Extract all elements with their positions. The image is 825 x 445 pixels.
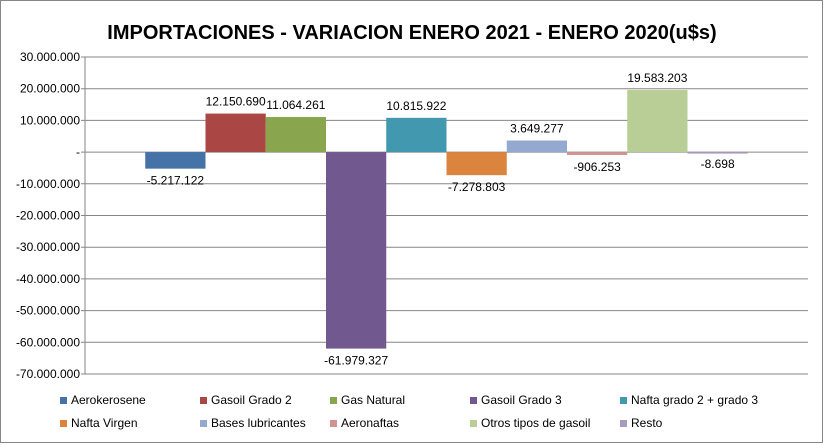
y-tick-label: 20.000.000 <box>20 82 80 96</box>
data-label: 3.649.277 <box>510 122 564 136</box>
legend-swatch <box>470 419 477 427</box>
bar-gasoil-grado-2 <box>205 113 266 153</box>
legend-item: Nafta Virgen <box>60 416 138 430</box>
legend-item: Otros tipos de gasoil <box>470 416 590 430</box>
bar-bases-lubricantes <box>506 140 567 153</box>
bar-nafta-virgen <box>446 152 507 176</box>
data-label: -8.698 <box>701 157 735 171</box>
chart-title: IMPORTACIONES - VARIACION ENERO 2021 - E… <box>107 22 716 44</box>
data-label: 19.583.203 <box>627 71 687 85</box>
legend-item: Aerokerosene <box>60 393 146 407</box>
data-label: 10.815.922 <box>386 99 446 113</box>
data-label: -61.979.327 <box>324 354 388 368</box>
legend-item: Aeronaftas <box>330 416 399 430</box>
y-tick-label: 10.000.000 <box>20 113 80 127</box>
legend-swatch <box>330 419 337 427</box>
legend-swatch <box>620 419 627 427</box>
legend-item: Gasoil Grado 2 <box>200 393 292 407</box>
legend-item: Gasoil Grado 3 <box>470 393 562 407</box>
bar-nafta-grado-2-grado-3 <box>386 117 447 153</box>
legend-label: Resto <box>631 416 663 430</box>
y-tick-label: 30.000.000 <box>20 50 80 64</box>
legend-swatch <box>470 396 477 404</box>
data-label: 11.064.261 <box>266 98 325 112</box>
y-tick-label: -60.000.000 <box>16 335 80 349</box>
bar-gas-natural <box>265 117 326 153</box>
y-tick-label: -70.000.000 <box>16 367 80 381</box>
legend-item: Bases lubricantes <box>200 416 306 430</box>
y-tick-label: -30.000.000 <box>16 240 80 254</box>
legend-label: Gasoil Grado 2 <box>211 393 292 407</box>
y-tick-label: -10.000.000 <box>16 177 80 191</box>
legend-label: Nafta grado 2 + grado 3 <box>631 393 759 407</box>
y-tick-label: -50.000.000 <box>16 304 80 318</box>
legend-swatch <box>60 419 67 427</box>
bar-gasoil-grado-3 <box>326 152 387 349</box>
legend-label: Otros tipos de gasoil <box>481 416 591 430</box>
legend-item: Nafta grado 2 + grado 3 <box>620 393 758 407</box>
y-tick-label: - <box>76 145 80 159</box>
legend-swatch <box>200 419 207 427</box>
legend-label: Aerokerosene <box>71 393 146 407</box>
legend-item: Resto <box>620 416 662 430</box>
data-label: -906.253 <box>573 160 621 174</box>
y-tick-label: -40.000.000 <box>16 272 80 286</box>
bar-resto <box>687 152 748 154</box>
y-tick-label: -20.000.000 <box>16 209 80 223</box>
legend-swatch <box>200 396 207 404</box>
legend-label: Nafta Virgen <box>71 416 138 430</box>
bar-otros-tipos-de-gasoil <box>627 90 688 153</box>
legend-swatch <box>60 396 67 404</box>
legend-label: Gasoil Grado 3 <box>481 393 562 407</box>
legend-swatch <box>330 396 337 404</box>
legend-label: Aeronaftas <box>341 416 400 430</box>
data-label: 12.150.690 <box>206 95 266 109</box>
bar-aerokerosene <box>145 152 206 169</box>
bar-aeronaftas <box>567 152 628 155</box>
legend-item: Gas Natural <box>330 393 405 407</box>
data-label: -7.278.803 <box>448 180 506 194</box>
legend-swatch <box>620 396 627 404</box>
legend-label: Gas Natural <box>341 393 406 407</box>
legend-label: Bases lubricantes <box>211 416 306 430</box>
data-label: -5.217.122 <box>147 174 205 188</box>
